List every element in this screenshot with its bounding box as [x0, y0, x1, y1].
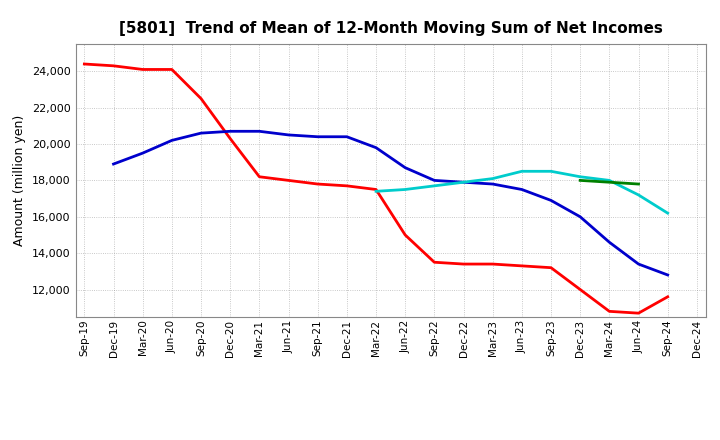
3 Years	[138, 67, 147, 72]
Line: 10 Years: 10 Years	[580, 180, 639, 184]
3 Years	[226, 136, 235, 141]
3 Years	[430, 260, 438, 265]
Y-axis label: Amount (million yen): Amount (million yen)	[14, 115, 27, 246]
3 Years	[488, 261, 497, 267]
7 Years	[488, 176, 497, 181]
5 Years	[663, 272, 672, 278]
7 Years	[663, 210, 672, 216]
7 Years	[605, 178, 613, 183]
3 Years	[401, 232, 410, 238]
7 Years	[634, 192, 643, 198]
3 Years	[80, 61, 89, 66]
10 Years	[576, 178, 585, 183]
3 Years	[343, 183, 351, 188]
5 Years	[576, 214, 585, 220]
Line: 5 Years: 5 Years	[114, 131, 667, 275]
5 Years	[634, 261, 643, 267]
5 Years	[226, 128, 235, 134]
5 Years	[372, 145, 380, 150]
5 Years	[284, 132, 293, 138]
Title: [5801]  Trend of Mean of 12-Month Moving Sum of Net Incomes: [5801] Trend of Mean of 12-Month Moving …	[119, 21, 662, 36]
3 Years	[459, 261, 468, 267]
10 Years	[634, 181, 643, 187]
3 Years	[313, 181, 322, 187]
Line: 3 Years: 3 Years	[84, 64, 667, 313]
5 Years	[168, 138, 176, 143]
3 Years	[255, 174, 264, 180]
3 Years	[576, 287, 585, 292]
3 Years	[168, 67, 176, 72]
5 Years	[546, 198, 555, 203]
Line: 7 Years: 7 Years	[376, 171, 667, 213]
3 Years	[518, 263, 526, 268]
5 Years	[138, 150, 147, 156]
7 Years	[430, 183, 438, 188]
3 Years	[372, 187, 380, 192]
5 Years	[197, 131, 205, 136]
3 Years	[197, 96, 205, 101]
7 Years	[401, 187, 410, 192]
5 Years	[518, 187, 526, 192]
5 Years	[605, 240, 613, 245]
3 Years	[109, 63, 118, 69]
7 Years	[546, 169, 555, 174]
5 Years	[401, 165, 410, 170]
3 Years	[546, 265, 555, 270]
5 Years	[109, 161, 118, 167]
7 Years	[459, 180, 468, 185]
5 Years	[343, 134, 351, 139]
Legend: 3 Years, 5 Years, 7 Years, 10 Years: 3 Years, 5 Years, 7 Years, 10 Years	[174, 438, 607, 440]
3 Years	[284, 178, 293, 183]
5 Years	[313, 134, 322, 139]
5 Years	[430, 178, 438, 183]
5 Years	[488, 181, 497, 187]
3 Years	[634, 311, 643, 316]
5 Years	[459, 180, 468, 185]
7 Years	[372, 189, 380, 194]
7 Years	[576, 174, 585, 180]
3 Years	[605, 309, 613, 314]
10 Years	[605, 180, 613, 185]
5 Years	[255, 128, 264, 134]
7 Years	[518, 169, 526, 174]
3 Years	[663, 294, 672, 300]
